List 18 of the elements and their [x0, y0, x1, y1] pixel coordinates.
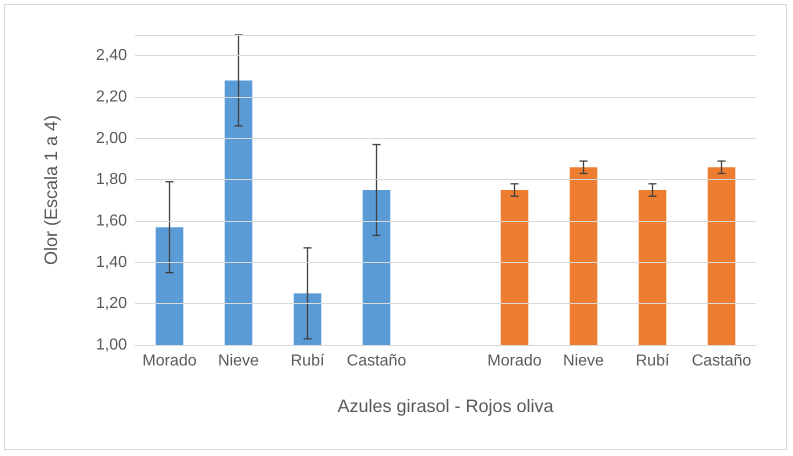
x-tick-label: Rubí	[290, 352, 325, 370]
x-tick-label: Rubí	[636, 352, 670, 370]
y-tick-label: 2,40	[96, 47, 128, 64]
x-tick-label: Castaño	[692, 352, 752, 370]
y-tick-label: 1,60	[96, 212, 128, 230]
y-tick-label: 1,20	[96, 295, 128, 312]
x-tick-label: Morado	[487, 352, 542, 370]
y-tick-label: 1,80	[96, 171, 128, 188]
y-tick-label: 1,00	[96, 336, 128, 354]
y-tick-label: 2,20	[96, 88, 128, 106]
x-tick-label: Nieve	[218, 352, 260, 370]
y-axis-title: Olor (Escala 1 a 4)	[41, 114, 61, 266]
y-tick-label: 1,40	[96, 254, 128, 271]
x-tick-label: Nieve	[563, 352, 604, 370]
x-tick-label: Castaño	[346, 352, 406, 370]
y-tick-label: 2,00	[96, 130, 128, 147]
x-axis-title: Azules girasol - Rojos oliva	[337, 396, 555, 416]
x-tick-label: Morado	[142, 352, 197, 370]
